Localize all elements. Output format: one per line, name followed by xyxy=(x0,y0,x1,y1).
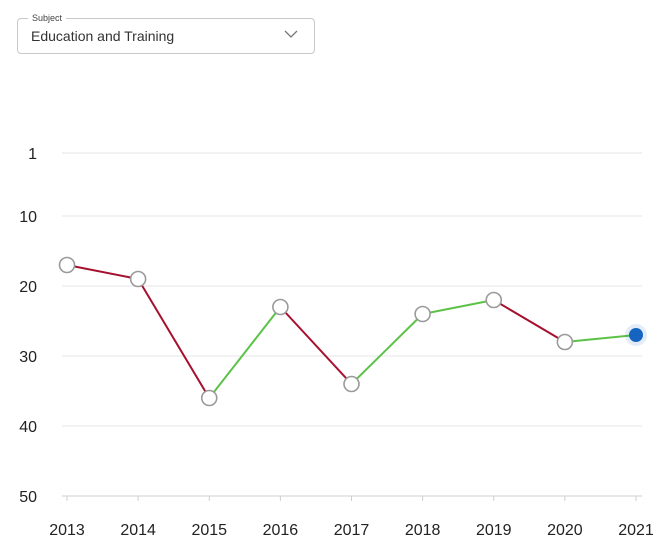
x-tick-label: 2013 xyxy=(49,522,85,539)
x-tick-label: 2017 xyxy=(334,522,370,539)
current-data-point[interactable] xyxy=(629,328,643,342)
y-tick-label: 50 xyxy=(19,489,37,506)
x-tick-label: 2014 xyxy=(120,522,156,539)
x-tick-label: 2020 xyxy=(547,522,583,539)
subject-label: Subject xyxy=(28,12,67,24)
x-tick-label: 2016 xyxy=(263,522,299,539)
series-segment xyxy=(492,299,566,343)
data-point[interactable] xyxy=(343,375,360,393)
series-segment xyxy=(421,299,495,315)
data-point[interactable] xyxy=(485,291,503,309)
data-point[interactable] xyxy=(200,389,218,407)
series-segment xyxy=(279,306,353,385)
series-segment xyxy=(66,264,140,280)
subject-selected-value: Education and Training xyxy=(31,28,175,44)
y-tick-label: 30 xyxy=(19,349,37,366)
data-point[interactable] xyxy=(272,298,289,316)
series-segment xyxy=(563,334,637,343)
y-tick-label: 20 xyxy=(19,279,37,296)
x-tick-label: 2019 xyxy=(476,522,512,539)
data-point[interactable] xyxy=(556,333,574,351)
x-tick-label: 2018 xyxy=(405,522,441,539)
y-tick-label: 10 xyxy=(19,209,37,226)
x-tick-label: 2015 xyxy=(191,522,227,539)
series-segment xyxy=(208,306,282,399)
series-segment xyxy=(137,278,211,399)
x-tick-label: 2021 xyxy=(618,522,654,539)
data-point[interactable] xyxy=(129,270,147,288)
series-segment xyxy=(350,313,424,385)
y-tick-label: 40 xyxy=(19,419,37,436)
y-tick-label: 1 xyxy=(28,146,37,163)
data-point[interactable] xyxy=(58,256,76,274)
data-point[interactable] xyxy=(414,305,431,323)
subject-dropdown[interactable]: Subject Education and Training xyxy=(17,12,315,54)
chevron-down-icon[interactable] xyxy=(284,29,298,39)
